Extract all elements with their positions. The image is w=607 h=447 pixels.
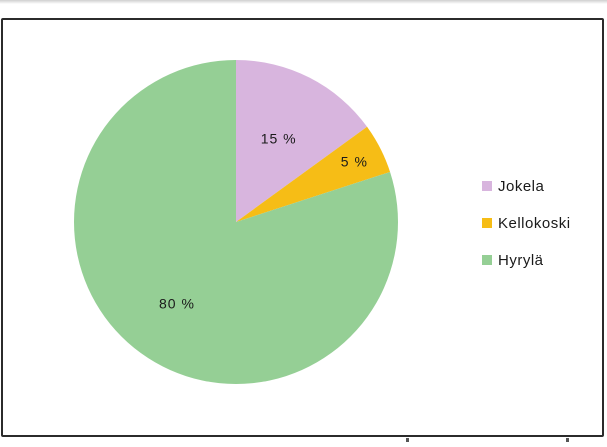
legend-swatch-jokela [482, 181, 492, 191]
pie-slice-kellokoski [236, 126, 391, 222]
pie-slices [74, 60, 399, 384]
data-label-jokela: 15 % [261, 130, 297, 146]
scan-mark [406, 438, 409, 442]
legend-label-jokela: Jokela [498, 178, 545, 195]
chart-legend: Jokela Kellokoski Hyrylä [482, 178, 571, 269]
scan-top-edge [0, 0, 607, 4]
scan-mark [566, 438, 569, 442]
legend-label-hyrylä: Hyrylä [498, 252, 544, 269]
pie-slice-jokela [236, 60, 368, 222]
pie-slice-hyrylä [74, 60, 399, 384]
pie-data-labels: 15 % 5 % 80 % [159, 130, 368, 311]
legend-label-kellokoski: Kellokoski [498, 215, 571, 232]
legend-swatch-kellokoski [482, 218, 492, 228]
legend-swatch-hyrylä [482, 255, 492, 265]
data-label-kellokoski: 5 % [341, 154, 368, 170]
data-label-hyrylä: 80 % [159, 295, 195, 311]
